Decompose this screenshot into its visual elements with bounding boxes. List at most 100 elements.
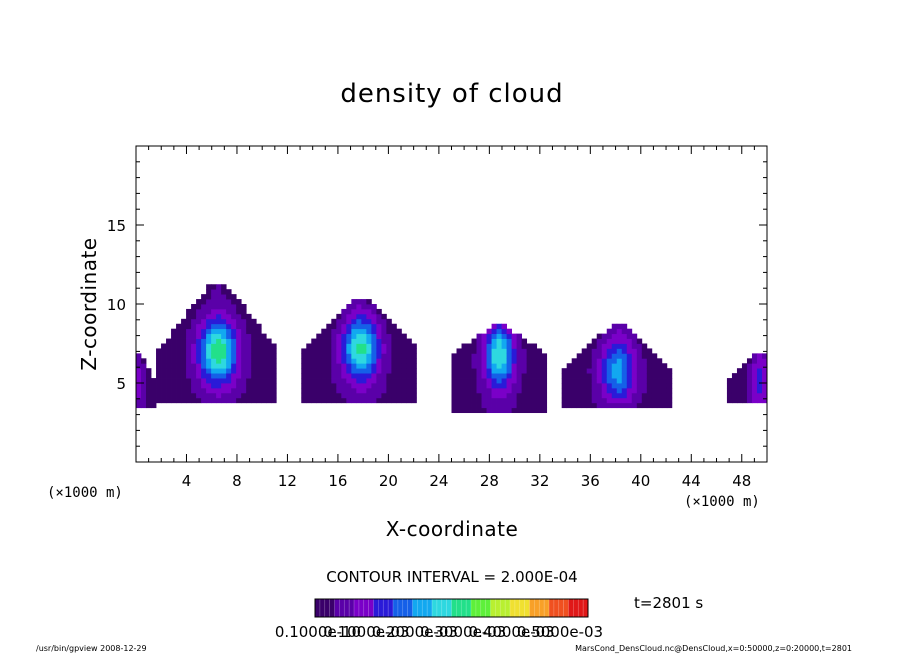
density-cell (506, 358, 512, 364)
density-cell (351, 387, 357, 394)
density-cell (756, 397, 763, 404)
density-cell (146, 368, 152, 374)
density-cell (391, 378, 397, 384)
colorbar-swatch (315, 599, 321, 617)
density-cell (491, 348, 497, 354)
density-cell (376, 328, 382, 335)
density-cell (251, 348, 257, 354)
density-cell (171, 333, 177, 339)
density-cell (636, 392, 643, 399)
colorbar-swatch (514, 599, 520, 617)
density-cell (156, 387, 162, 394)
density-cell (206, 373, 212, 379)
density-cell (331, 397, 337, 404)
density-cell (511, 402, 518, 409)
density-cell (241, 358, 247, 364)
density-cell (221, 328, 227, 335)
density-cell (536, 407, 543, 414)
density-cell (211, 373, 217, 379)
density-cell (386, 397, 392, 404)
density-cell (576, 378, 583, 384)
density-cell (366, 338, 372, 344)
density-cell (201, 313, 207, 320)
density-cell (351, 373, 357, 379)
density-cell (726, 387, 733, 394)
density-cell (161, 348, 167, 354)
density-cell (351, 304, 357, 310)
density-cell (316, 358, 322, 364)
density-cell (406, 373, 412, 379)
density-cell (226, 304, 232, 310)
density-cell (586, 343, 593, 349)
density-cell (646, 353, 653, 359)
density-cell (211, 294, 217, 300)
density-cell (251, 343, 257, 349)
density-cell (401, 353, 407, 359)
density-cell (406, 363, 412, 369)
density-cell (186, 397, 192, 404)
density-cell (646, 358, 653, 364)
density-cell (591, 392, 598, 399)
density-cell (611, 383, 618, 389)
density-cell (391, 348, 397, 354)
density-cell (541, 358, 548, 364)
density-cell (236, 318, 242, 325)
density-cell (226, 383, 232, 389)
density-cell (756, 383, 763, 389)
density-cell (321, 328, 327, 335)
density-cell (411, 387, 417, 394)
density-cell (491, 407, 497, 414)
density-cell (326, 363, 332, 369)
density-cell (351, 323, 357, 330)
density-cell (211, 304, 217, 310)
density-cell (621, 383, 628, 389)
density-cell (401, 387, 407, 394)
density-cell (371, 343, 377, 349)
density-cell (216, 353, 222, 359)
density-cell (381, 353, 387, 359)
density-cell (756, 363, 763, 369)
density-cell (181, 392, 187, 399)
density-cell (611, 358, 618, 364)
density-cell (381, 397, 387, 404)
density-cell (611, 387, 618, 394)
density-cell (611, 402, 618, 409)
density-cell (181, 348, 187, 354)
density-cell (226, 333, 232, 339)
density-cell (236, 299, 242, 305)
density-cell (631, 368, 638, 374)
density-cell (621, 378, 628, 384)
colorbar-tick-label: 0.1000e-10 (275, 623, 361, 641)
density-cell (226, 313, 232, 320)
density-cell (536, 368, 543, 374)
density-cell (336, 328, 342, 335)
density-cell (601, 348, 608, 354)
density-cell (231, 353, 237, 359)
density-cell (406, 387, 412, 394)
density-cell (391, 323, 397, 330)
density-cell (381, 333, 387, 339)
density-cell (491, 353, 497, 359)
density-cell (626, 378, 633, 384)
density-cell (656, 373, 663, 379)
density-cell (451, 392, 457, 399)
density-cell (606, 387, 613, 394)
density-cell (351, 313, 357, 320)
density-cell (521, 387, 528, 394)
density-cell (466, 387, 472, 394)
colorbar-swatch (393, 599, 399, 617)
density-cell (561, 392, 568, 399)
density-cell (411, 373, 417, 379)
density-cell (211, 387, 217, 394)
density-cell (731, 378, 738, 384)
colorbar-swatch (354, 599, 360, 617)
density-cell (231, 343, 237, 349)
density-cell (341, 363, 347, 369)
density-cell (351, 343, 357, 349)
colorbar-swatch (568, 599, 574, 617)
density-cell (746, 368, 753, 374)
density-cell (136, 397, 142, 404)
density-cell (586, 368, 593, 374)
density-cell (201, 338, 207, 344)
density-cell (171, 387, 177, 394)
